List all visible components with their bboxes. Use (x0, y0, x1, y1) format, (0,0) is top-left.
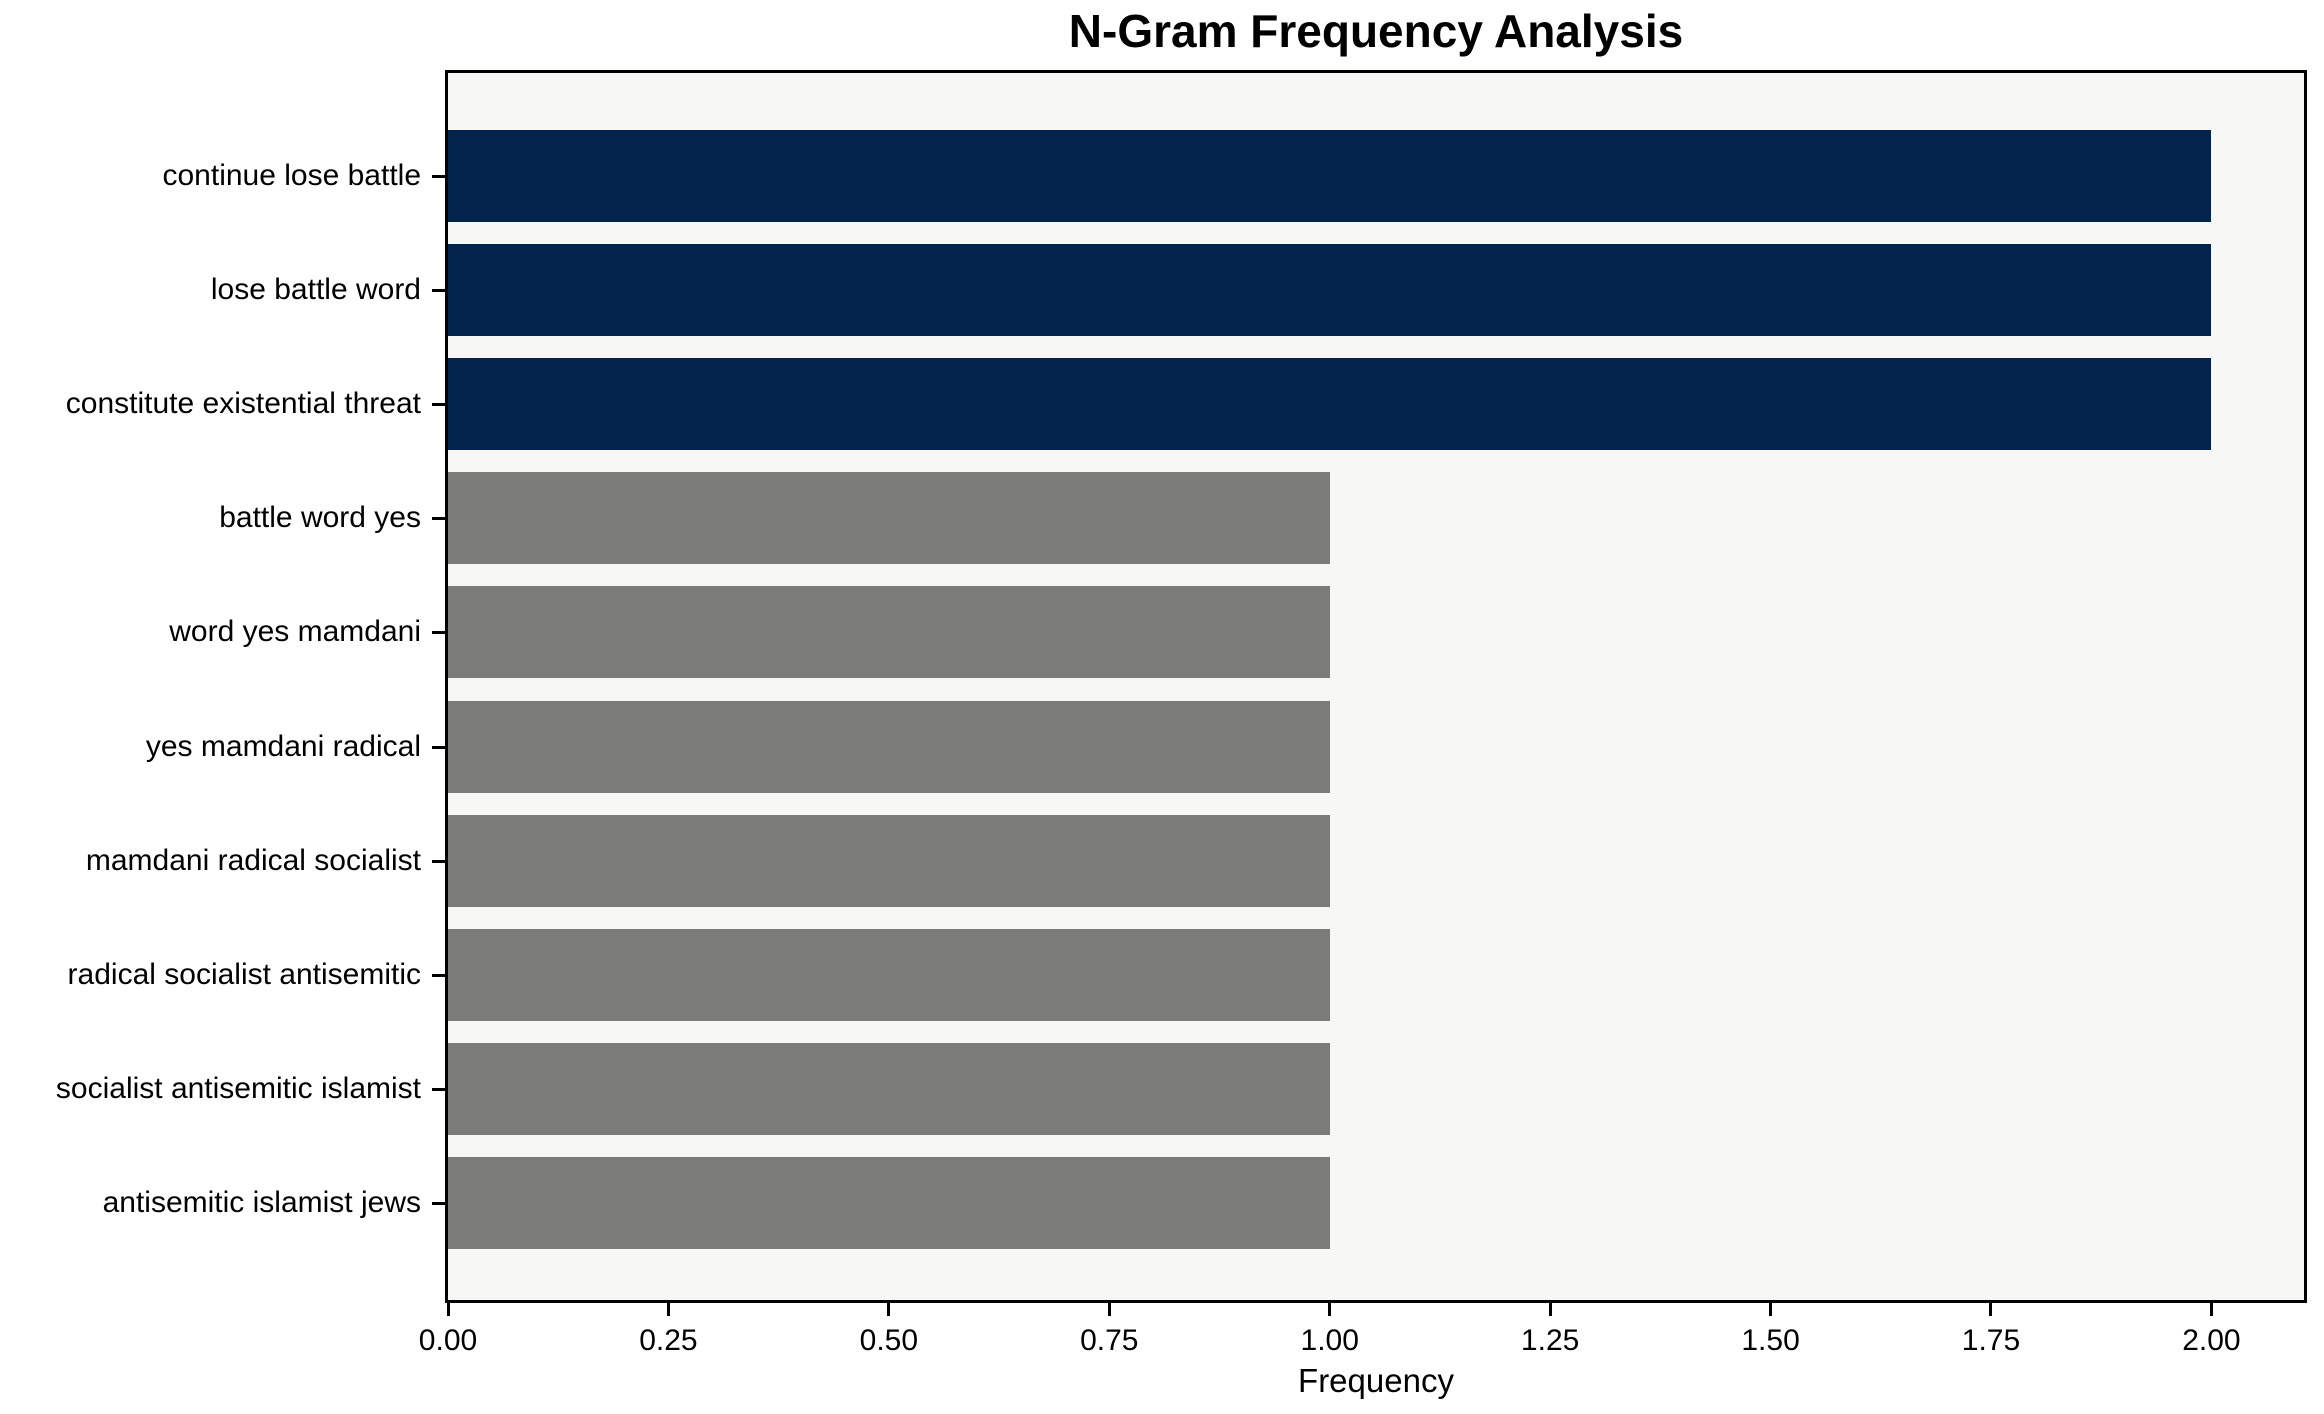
x-tick-mark (1107, 1303, 1111, 1316)
y-tick-label: mamdani radical socialist (85, 843, 421, 877)
bar (448, 586, 1330, 679)
x-tick-label: 0.50 (859, 1324, 919, 1357)
y-tick-label: radical socialist antisemitic (67, 957, 421, 991)
y-tick-mark (432, 517, 445, 521)
y-tick-mark (432, 859, 445, 863)
y-tick-label: word yes mamdani (169, 615, 421, 649)
y-tick-mark (432, 973, 445, 977)
plot-area (445, 70, 2307, 1303)
x-tick-mark (666, 1303, 670, 1316)
x-tick-label: 1.25 (1520, 1324, 1580, 1357)
y-tick-mark (432, 1087, 445, 1091)
y-tick-label: yes mamdani radical (145, 729, 421, 763)
y-tick-mark (432, 631, 445, 635)
x-axis-label: Frequency (1298, 1362, 1454, 1399)
x-tick-label: 0.25 (639, 1324, 698, 1357)
y-tick-mark (432, 175, 445, 178)
y-tick-label: antisemitic islamist jews (102, 1185, 421, 1219)
bar (448, 244, 2212, 337)
x-tick-mark (446, 1303, 450, 1316)
y-tick-mark (432, 289, 445, 293)
bar (448, 1156, 1330, 1249)
x-tick-label: 2.00 (2182, 1324, 2241, 1357)
bar (448, 1042, 1330, 1135)
bar (448, 700, 1330, 793)
bar (448, 130, 2212, 222)
y-tick-label: lose battle word (210, 273, 421, 307)
y-tick-mark (432, 1201, 445, 1205)
bar (448, 358, 2212, 451)
y-tick-label: continue lose battle (162, 159, 421, 192)
bar (448, 928, 1330, 1021)
x-tick-mark (1769, 1303, 1773, 1316)
x-tick-label: 0.00 (418, 1324, 478, 1357)
x-tick-label: 1.50 (1741, 1324, 1800, 1357)
bar (448, 472, 1330, 565)
y-tick-label: constitute existential threat (65, 387, 421, 421)
x-tick-label: 0.75 (1080, 1324, 1139, 1357)
x-tick-mark (887, 1303, 891, 1316)
y-tick-mark (432, 745, 445, 749)
bar (448, 814, 1330, 907)
y-tick-mark (432, 403, 445, 407)
x-tick-mark (1328, 1303, 1332, 1316)
x-tick-label: 1.75 (1961, 1324, 2021, 1357)
y-tick-label: battle word yes (219, 501, 421, 535)
x-tick-mark (1548, 1303, 1552, 1316)
x-tick-label: 1.00 (1300, 1324, 1359, 1357)
x-tick-mark (2209, 1303, 2213, 1316)
x-tick-mark (1989, 1303, 1993, 1316)
y-tick-label: socialist antisemitic islamist (55, 1071, 421, 1105)
chart-title: N-Gram Frequency Analysis (1068, 5, 1684, 57)
